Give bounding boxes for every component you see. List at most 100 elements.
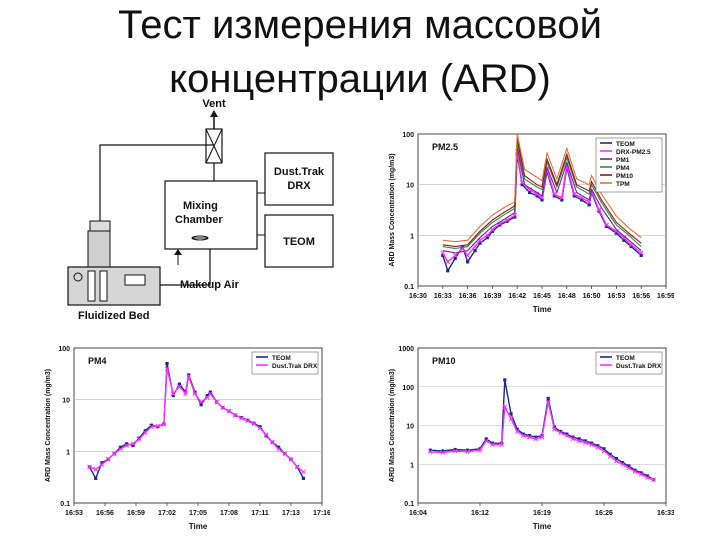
pm10-point-1 xyxy=(533,436,539,442)
mixing-label-1: Mixing xyxy=(183,200,218,212)
pm10-point-0 xyxy=(583,439,587,443)
bed-tube-2 xyxy=(99,270,108,302)
pm10-point-0 xyxy=(453,447,457,452)
pm10-point-1 xyxy=(558,430,563,436)
pm25-xtick-label: 16:30 xyxy=(409,293,427,300)
pm10-point-1 xyxy=(527,434,532,440)
pm25-xtick-label: 16:42 xyxy=(508,293,526,300)
pm10-point-1 xyxy=(477,447,483,453)
pm10-point-0 xyxy=(565,432,569,436)
pm25-point-1 xyxy=(596,207,602,213)
pm10-point-0 xyxy=(645,474,649,478)
pm4-point-1 xyxy=(245,418,250,424)
mixing-chamber xyxy=(164,180,258,250)
pm10-xtick-label: 16:12 xyxy=(471,510,489,517)
pm10-point-0 xyxy=(428,448,432,452)
pm25-xtick-label: 16:53 xyxy=(607,293,625,300)
pm25-x-axis-label: Time xyxy=(533,305,552,314)
teom-label: TEOM xyxy=(283,236,315,248)
teom-box xyxy=(264,214,334,268)
pm25-point-0 xyxy=(485,236,490,240)
pm25-point-1 xyxy=(586,199,592,205)
pm4-point-1 xyxy=(164,366,170,371)
pm10-chart-title: PM10 xyxy=(432,356,456,366)
pm4-point-0 xyxy=(277,445,281,449)
pm25-series-line-2 xyxy=(442,147,642,254)
bed-dial-icon xyxy=(73,272,83,282)
pm4-point-1 xyxy=(130,441,136,447)
makeup-air-arrow-head xyxy=(174,249,182,255)
pm25-point-1 xyxy=(604,222,609,228)
pm10-point-0 xyxy=(534,435,538,439)
pm4-point-1 xyxy=(263,432,269,438)
mixing-label-2: Chamber xyxy=(175,214,223,226)
pm10-point-1 xyxy=(583,440,588,446)
pm4-xtick-label: 16:56 xyxy=(96,510,114,517)
pm25-point-0 xyxy=(540,198,544,202)
pm4-point-1 xyxy=(192,391,198,397)
pm25-point-0 xyxy=(528,190,532,195)
pm4-point-0 xyxy=(199,403,203,407)
fluidized-bed-label: Fluidized Bed xyxy=(78,310,150,322)
pm25-point-1 xyxy=(539,195,545,201)
pm10-xtick-label: 16:26 xyxy=(595,510,613,517)
pm10-ytick-label: 1000 xyxy=(398,346,414,353)
pm10-x-axis-label: Time xyxy=(533,522,552,531)
pm4-point-1 xyxy=(208,391,213,397)
slide-title-line2: концентрации (ARD) xyxy=(169,57,551,101)
pm10-point-1 xyxy=(545,399,551,405)
pm4-point-1 xyxy=(142,430,148,435)
pm4-xtick-label: 17:13 xyxy=(282,510,300,517)
pm25-point-1 xyxy=(638,250,644,256)
pm10-point-1 xyxy=(595,445,601,450)
pm25-point-0 xyxy=(572,194,576,198)
pm10-point-0 xyxy=(633,468,637,472)
pm10-point-1 xyxy=(576,438,582,444)
pm10-legend xyxy=(595,351,663,375)
pm25-point-1 xyxy=(472,244,478,249)
pm4-point-1 xyxy=(270,439,275,445)
pm10-point-1 xyxy=(514,429,520,434)
pm4-point-0 xyxy=(131,443,135,448)
pm25-point-1 xyxy=(571,191,577,197)
pm4-point-1 xyxy=(170,391,176,397)
pm25-point-0 xyxy=(453,256,457,261)
pm10-xtick-label: 16:19 xyxy=(533,510,551,517)
pm4-point-0 xyxy=(258,425,262,429)
pm25-point-0 xyxy=(552,194,556,198)
pm4-point-1 xyxy=(118,446,123,452)
pm10-point-1 xyxy=(465,449,470,455)
pm10-point-0 xyxy=(521,432,525,436)
pm25-point-1 xyxy=(614,228,619,234)
pm4-x-axis-label: Time xyxy=(189,522,208,531)
pm4-point-0 xyxy=(301,476,305,480)
pm10-point-0 xyxy=(602,447,606,451)
pm4-point-1 xyxy=(294,464,300,470)
pm4-point-1 xyxy=(124,443,130,448)
pm4-point-1 xyxy=(186,374,192,379)
pm25-point-0 xyxy=(560,198,564,202)
setup-diagram: Vent Mixing Chamber Dust.Trak DRX TEOM M… xyxy=(67,98,334,322)
pm25-series-line-3 xyxy=(442,141,642,250)
pm10-point-1 xyxy=(614,458,619,464)
pm10-point-1 xyxy=(521,433,526,438)
pm10-point-1 xyxy=(632,469,638,474)
pm10-point-0 xyxy=(441,449,445,453)
pm25-point-0 xyxy=(614,231,618,235)
pm10-point-1 xyxy=(620,461,625,467)
pm10-point-1 xyxy=(490,442,495,448)
pm10-point-0 xyxy=(608,452,612,456)
pm4-point-1 xyxy=(288,456,294,462)
pm25-xtick-label: 16:39 xyxy=(483,293,501,300)
pm4-point-0 xyxy=(177,382,181,386)
pm10-point-1 xyxy=(483,438,489,444)
pm4-point-0 xyxy=(137,436,141,440)
pm10-point-1 xyxy=(645,475,650,481)
pm25-legend-label: PM10 xyxy=(616,173,633,180)
pm10-point-0 xyxy=(478,447,482,451)
pm10-point-0 xyxy=(466,448,470,452)
pm25-point-1 xyxy=(485,232,490,238)
pm4-xtick-label: 17:11 xyxy=(251,510,269,517)
pm4-xtick-label: 17:02 xyxy=(158,510,176,517)
pm4-xtick-label: 16:59 xyxy=(127,510,145,517)
